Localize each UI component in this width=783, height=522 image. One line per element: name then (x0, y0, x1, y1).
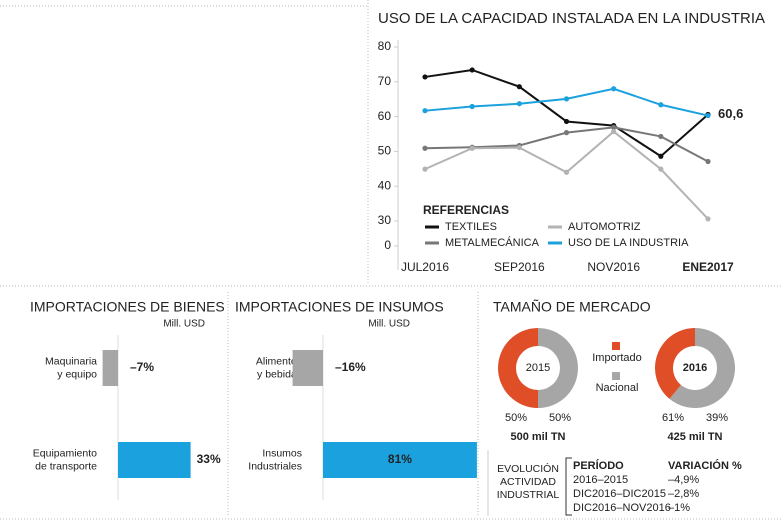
legend-title: REFERENCIAS (423, 203, 509, 217)
data-point (611, 124, 617, 130)
data-point (658, 102, 664, 108)
data-point (563, 130, 570, 136)
category-label: Insumos Industriales (248, 447, 302, 472)
legend-label: METALMECÁNICA (445, 236, 540, 249)
data-point (563, 96, 570, 102)
slice-label: 61% (662, 412, 684, 424)
category-label: Equipamiento de transporte (33, 447, 97, 472)
y-tick-label: 40 (378, 178, 392, 192)
chart-title: USO DE LA CAPACIDAD INSTALADA EN LA INDU… (378, 10, 765, 27)
legend-label: Importado (592, 352, 642, 364)
legend-swatch (612, 342, 620, 350)
table-header: VARIACIÓN % (668, 459, 742, 472)
bar (292, 350, 323, 386)
unit-label: Mill. USD (163, 319, 205, 330)
data-point (611, 128, 617, 135)
data-point (658, 153, 664, 159)
data-point (516, 144, 522, 151)
data-point (705, 112, 711, 119)
donut-total: 425 mil TN (667, 431, 722, 443)
unit-label: Mill. USD (368, 319, 410, 330)
y-tick-label: 0 (384, 238, 391, 252)
category-label: Alimentos y bebidas (256, 355, 302, 380)
table-header: PERÍODO (573, 459, 624, 472)
donut-center: 2016 (683, 362, 707, 374)
chart-title: IMPORTACIONES DE BIENES (30, 299, 225, 315)
data-point (563, 169, 570, 175)
donut-center: 2015 (526, 362, 550, 374)
slice-label: 50% (549, 412, 571, 424)
table-cell: –2,8% (668, 488, 699, 500)
bar (323, 442, 477, 478)
data-label: 81% (388, 452, 412, 466)
bar (102, 350, 118, 386)
table-bracket (565, 457, 572, 516)
legend-swatch (612, 372, 620, 380)
y-tick-label: 30 (378, 213, 392, 227)
data-point (705, 216, 711, 222)
donut-slice (669, 328, 736, 408)
legend-label: USO DE LA INDUSTRIA (568, 237, 689, 249)
x-tick-label: NOV2016 (587, 260, 640, 274)
data-point (469, 103, 475, 110)
data-point (422, 74, 428, 80)
data-point (658, 166, 664, 172)
y-tick-label: 80 (378, 39, 392, 53)
y-tick-label: 60 (378, 109, 392, 123)
data-label: –7% (130, 360, 154, 374)
donut-slice (498, 328, 538, 408)
data-point (422, 166, 428, 172)
legend-label: TEXTILES (445, 221, 497, 233)
category-label: Maquinaria y equipo (45, 355, 97, 380)
legend-label: Nacional (596, 382, 639, 394)
series-line (424, 68, 709, 158)
table-cell: 2016–2015 (573, 474, 628, 486)
data-point (469, 145, 475, 151)
data-point (469, 67, 475, 73)
x-tick-label: SEP2016 (494, 260, 545, 274)
table-cell: DIC2016–DIC2015 (573, 488, 666, 500)
x-tick-label: ENE2017 (682, 260, 734, 274)
slice-label: 50% (505, 412, 527, 424)
data-point (611, 86, 617, 92)
chart-title: IMPORTACIONES DE INSUMOS (235, 299, 444, 315)
data-point (658, 133, 664, 140)
table-title: EVOLUCIÓN ACTIVIDAD INDUSTRIAL (497, 462, 560, 501)
legend-label: AUTOMOTRIZ (568, 221, 641, 233)
bar (118, 442, 191, 478)
y-tick-label: 50 (378, 144, 392, 158)
data-point (563, 118, 570, 125)
y-tick-label: 70 (378, 74, 392, 88)
data-label: –16% (335, 360, 366, 374)
data-label: 60,6 (718, 106, 743, 121)
series-line (424, 87, 709, 117)
table-cell: –4,9% (668, 474, 699, 486)
donut-total: 500 mil TN (510, 431, 565, 443)
donut-slice (655, 328, 695, 399)
data-point (516, 84, 522, 90)
donut-slice (538, 328, 578, 408)
chart-title: TAMAÑO DE MERCADO (493, 299, 651, 315)
data-point (516, 101, 522, 107)
data-point (705, 158, 711, 165)
x-tick-label: JUL2016 (401, 260, 449, 274)
data-point (422, 145, 428, 151)
data-point (422, 108, 428, 114)
table-cell: DIC2016–NOV2016 (573, 502, 671, 514)
slice-label: 39% (706, 412, 728, 424)
data-label: 33% (197, 452, 221, 466)
table-cell: –1% (668, 502, 690, 514)
